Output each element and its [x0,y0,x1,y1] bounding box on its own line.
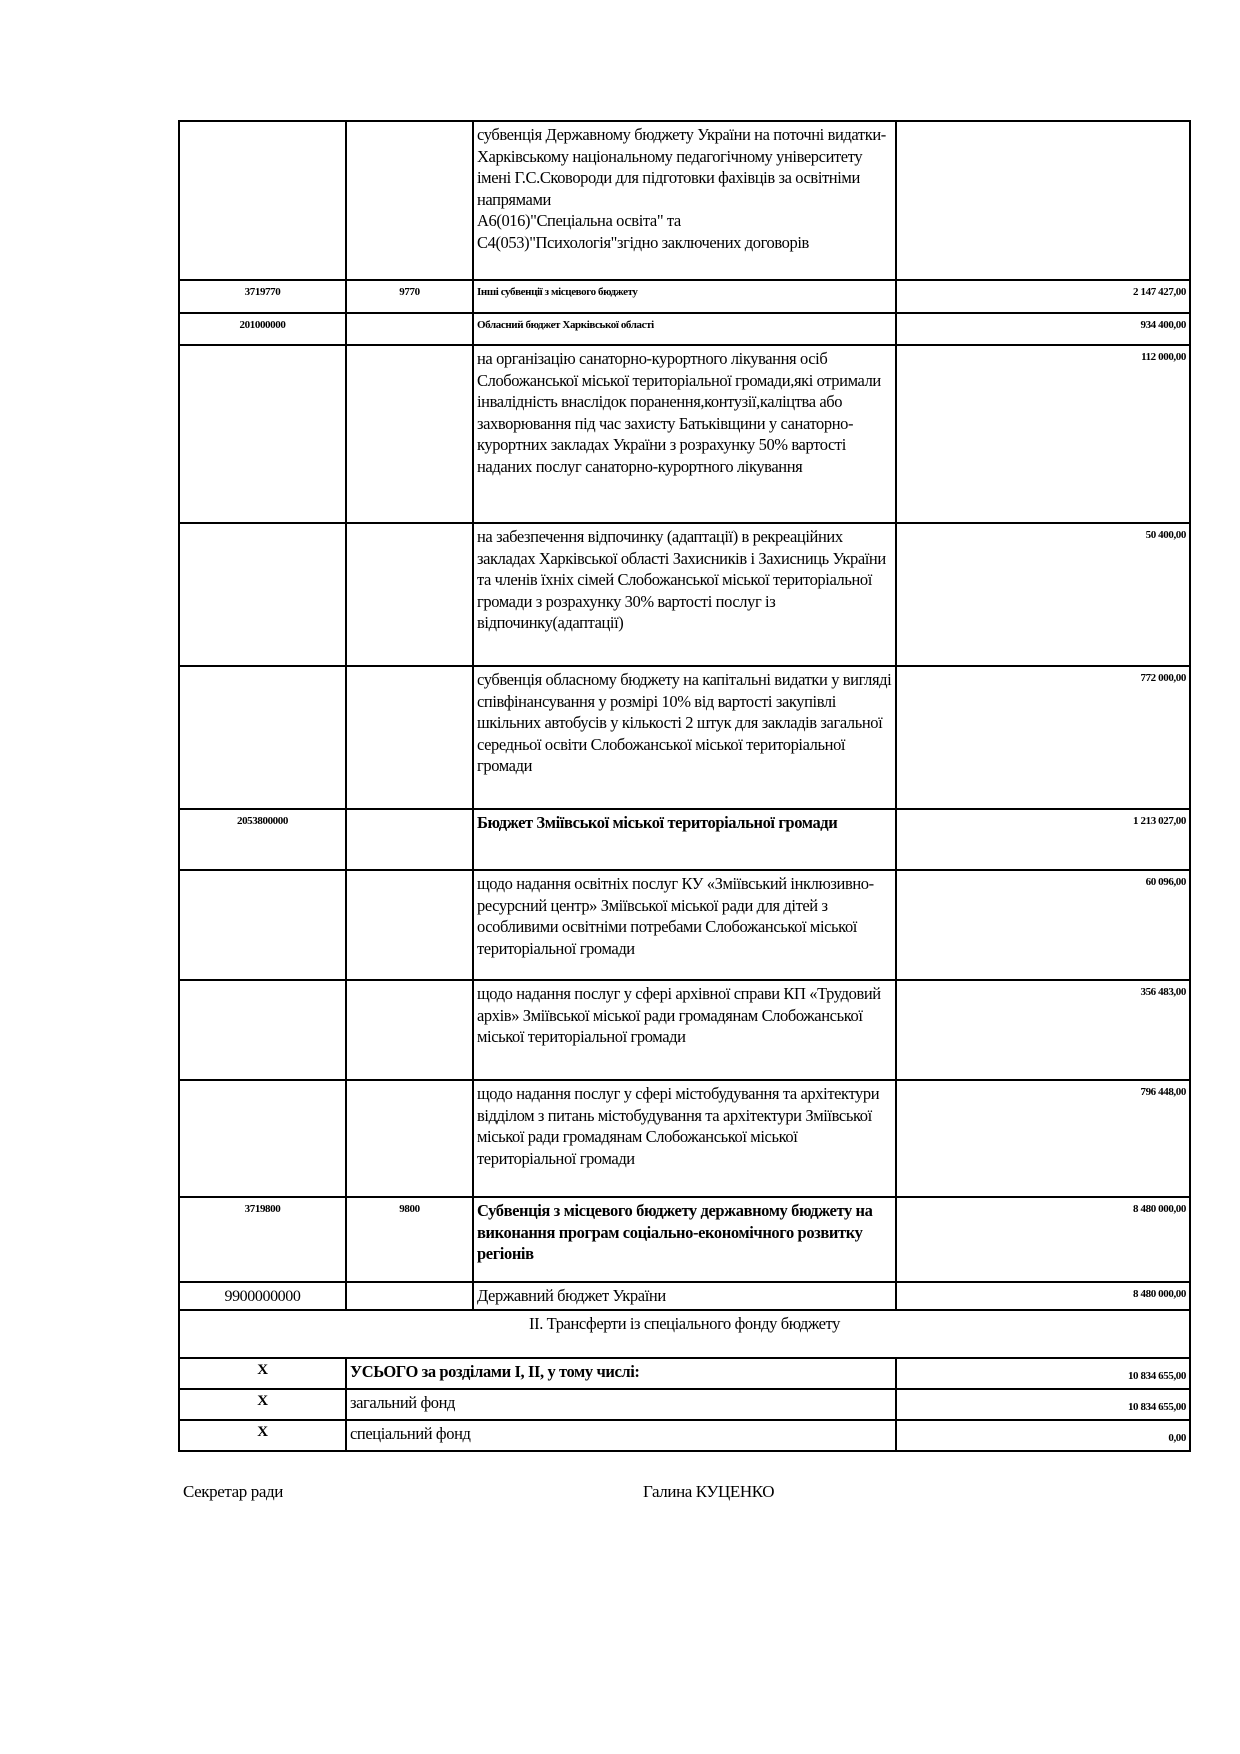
amount: 8 480 000,00 [895,1281,1191,1311]
amount: 356 483,00 [895,979,1191,1081]
function-code [345,522,474,667]
total-label: загальний фонд [345,1388,897,1421]
description: щодо надання послуг у сфері архівної спр… [472,979,897,1081]
function-code [345,120,474,281]
table-row: 201000000 Обласний бюджет Харківської обл… [178,312,1191,346]
amount: 934 400,00 [895,312,1191,346]
program-code [178,665,347,810]
description: на забезпечення відпочинку (адаптації) в… [472,522,897,667]
amount: 1 213 027,00 [895,808,1191,871]
program-code [178,979,347,1081]
function-code [345,344,474,524]
function-code [345,979,474,1081]
description: щодо надання освітніх послуг КУ «Зміївсь… [472,869,897,981]
table-row: 2053800000 Бюджет Зміївської міської тери… [178,808,1191,871]
amount: 8 480 000,00 [895,1196,1191,1283]
description: Обласний бюджет Харківської області [472,312,897,346]
section-row: ІІ. Трансферти із спеціального фонду бюд… [178,1309,1191,1359]
total-amount: 10 834 655,00 [895,1388,1191,1421]
program-code [178,344,347,524]
table-row: щодо надання послуг у сфері архівної спр… [178,979,1191,1081]
total-amount: 10 834 655,00 [895,1357,1191,1390]
table-row: щодо надання освітніх послуг КУ «Зміївсь… [178,869,1191,981]
function-code [345,312,474,346]
table-row: субвенція обласному бюджету на капітальн… [178,665,1191,810]
signature-name: Галина КУЦЕНКО [643,1482,775,1501]
table-row: 3719800 9800 Субвенція з місцевого бюджету… [178,1196,1191,1283]
total-label: спеціальний фонд [345,1419,897,1452]
table-row: 3719770 9770 Інші субвенції з місцевого бю… [178,279,1191,314]
amount: 112 000,00 [895,344,1191,524]
program-code [178,1079,347,1198]
description: на організацію санаторно-курортного ліку… [472,344,897,524]
amount: 60 096,00 [895,869,1191,981]
amount: 772 000,00 [895,665,1191,810]
amount: 2 147 427,00 [895,279,1191,314]
function-code: 9800 [345,1196,474,1283]
function-code [345,808,474,871]
program-code: 3719800 [178,1196,347,1283]
total-label: УСЬОГО за розділами І, ІІ, у тому числі: [345,1357,897,1390]
amount: 50 400,00 [895,522,1191,667]
table-row: субвенція Державному бюджету України на … [178,120,1191,281]
program-code [178,522,347,667]
function-code: 9770 [345,279,474,314]
function-code [345,665,474,810]
program-code: 9900000000 [178,1281,347,1311]
program-code [178,120,347,281]
total-amount: 0,00 [895,1419,1191,1452]
description: щодо надання послуг у сфері містобудуван… [472,1079,897,1198]
transfers-table: субвенція Державному бюджету України на … [178,120,1191,1452]
description: субвенція Державному бюджету України на … [472,120,897,281]
description: Державний бюджет України [472,1281,897,1311]
signature-position: Секретар ради [183,1482,283,1501]
table-row: на організацію санаторно-курортного ліку… [178,344,1191,524]
program-code: 201000000 [178,312,347,346]
table-row: на забезпечення відпочинку (адаптації) в… [178,522,1191,667]
function-code [345,869,474,981]
amount: 796 448,00 [895,1079,1191,1198]
table-row: 9900000000 Державний бюджет України 8 480 … [178,1281,1191,1311]
description: субвенція обласному бюджету на капітальн… [472,665,897,810]
table-row: щодо надання послуг у сфері містобудуван… [178,1079,1191,1198]
total-code: Х [178,1357,347,1390]
total-code: Х [178,1388,347,1421]
total-row: Х УСЬОГО за розділами І, ІІ, у тому числі… [178,1357,1191,1390]
function-code [345,1079,474,1198]
description: Інші субвенції з місцевого бюджету [472,279,897,314]
program-code [178,869,347,981]
program-code: 2053800000 [178,808,347,871]
description: Субвенція з місцевого бюджету державному… [472,1196,897,1283]
function-code [345,1281,474,1311]
program-code: 3719770 [178,279,347,314]
description: Бюджет Зміївської міської територіальної… [472,808,897,871]
section-title: ІІ. Трансферти із спеціального фонду бюд… [178,1309,1191,1359]
total-code: Х [178,1419,347,1452]
amount [895,120,1191,281]
